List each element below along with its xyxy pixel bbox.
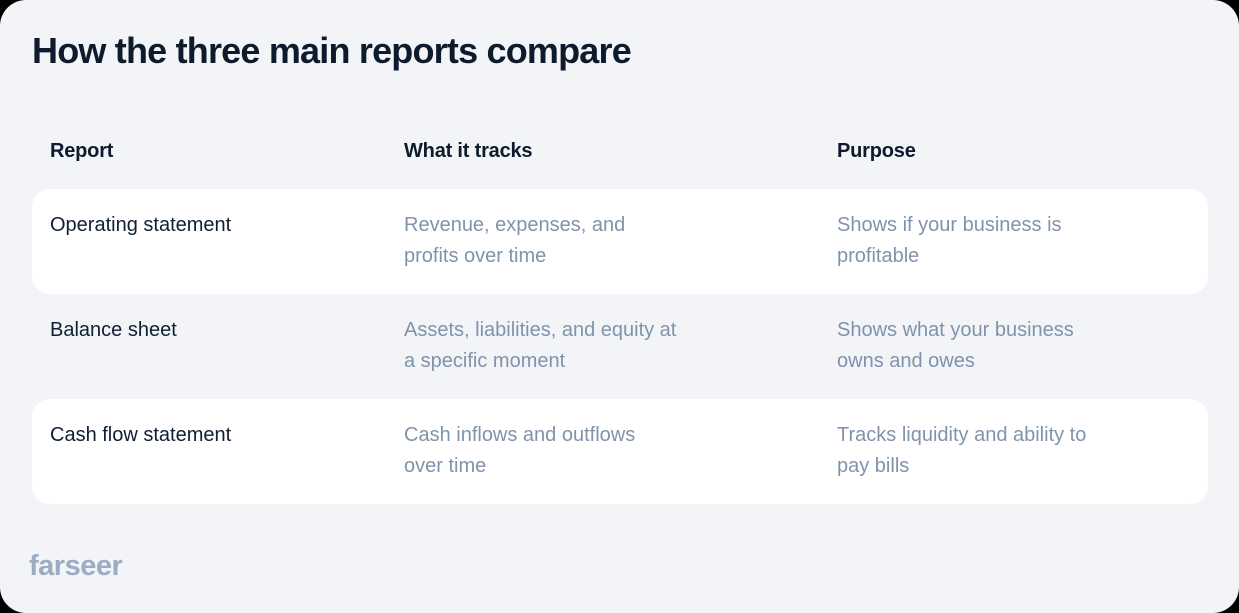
purpose-description: Shows what your business owns and owes [837, 319, 1074, 372]
report-name: Balance sheet [50, 319, 177, 341]
comparison-table: Report What it tracks Purpose Operating … [32, 140, 1208, 504]
table-row-cash-flow-statement: Cash flow statement Cash inflows and out… [32, 399, 1208, 504]
report-name: Cash flow statement [50, 424, 232, 446]
table-row-balance-sheet: Balance sheet Assets, liabilities, and e… [32, 294, 1208, 399]
column-header-what-it-tracks: What it tracks [404, 140, 533, 162]
purpose-description: Shows if your business is profitable [837, 214, 1062, 267]
column-header-report: Report [50, 140, 114, 162]
purpose-description: Tracks liquidity and ability to pay bill… [837, 424, 1087, 477]
column-header-purpose: Purpose [837, 140, 916, 162]
farseer-logo: farseer [29, 550, 123, 582]
table-header-row: Report What it tracks Purpose [32, 140, 1208, 189]
tracks-description: Cash inflows and outflows over time [404, 424, 636, 477]
table-row-operating-statement: Operating statement Revenue, expenses, a… [32, 189, 1208, 294]
tracks-description: Revenue, expenses, and profits over time [404, 214, 626, 267]
page-title: How the three main reports compare [32, 30, 632, 71]
report-name: Operating statement [50, 214, 232, 236]
tracks-description: Assets, liabilities, and equity at a spe… [404, 319, 677, 372]
